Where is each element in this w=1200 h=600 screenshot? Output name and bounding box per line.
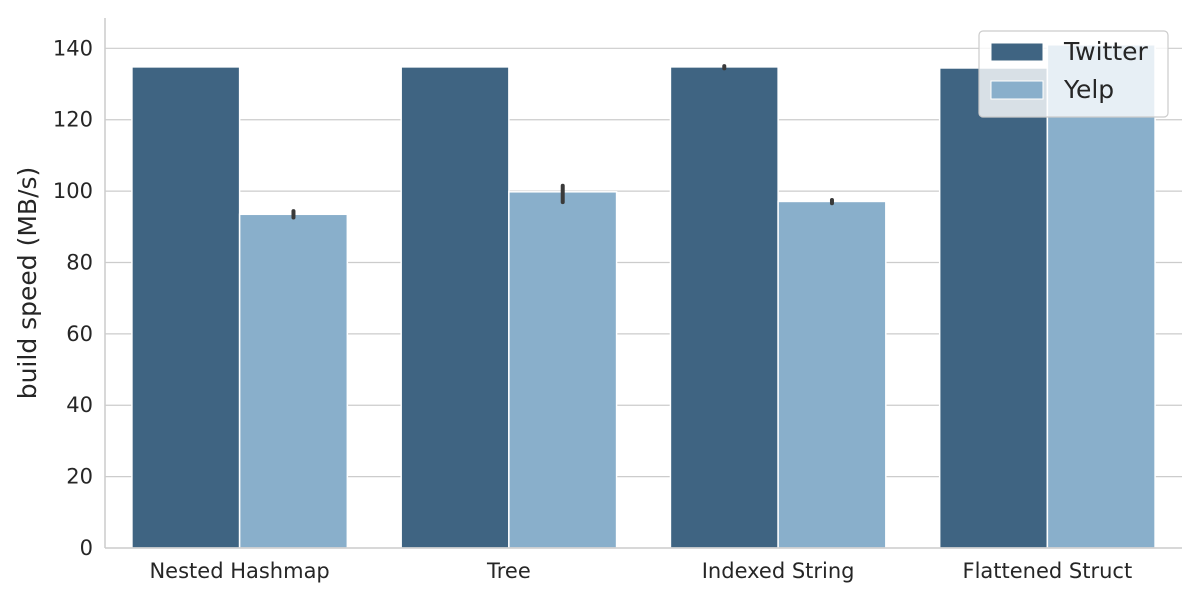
legend-swatch xyxy=(990,42,1044,62)
error-bars xyxy=(291,64,834,220)
y-axis-label: build speed (MB/s) xyxy=(13,167,42,400)
x-tick-labels: Nested Hashmap Tree Indexed String Flattene… xyxy=(149,559,1132,583)
bar xyxy=(238,213,349,549)
y-tick-label: 80 xyxy=(66,250,93,274)
bar xyxy=(669,66,779,549)
y-tick-label: 120 xyxy=(53,108,93,132)
y-tick-label: 100 xyxy=(53,179,93,203)
legend-swatch xyxy=(990,80,1044,100)
y-tick-label: 40 xyxy=(66,393,93,417)
y-tick-label: 140 xyxy=(53,36,93,60)
bar xyxy=(938,67,1049,549)
bar xyxy=(508,191,618,549)
bars xyxy=(131,44,1156,549)
x-tick-label: Flattened Struct xyxy=(963,559,1133,583)
y-tick-labels: 0 20 40 60 80 100 120 140 xyxy=(53,36,93,560)
x-tick-label: Nested Hashmap xyxy=(149,559,329,583)
bar xyxy=(400,66,510,549)
x-tick-label: Indexed String xyxy=(702,559,855,583)
legend-label: Twitter xyxy=(1063,37,1149,66)
bar xyxy=(131,66,241,549)
bar xyxy=(777,200,887,549)
x-tick-label: Tree xyxy=(486,559,531,583)
y-tick-label: 20 xyxy=(66,465,93,489)
legend-label: Yelp xyxy=(1063,75,1114,104)
legend: Twitter Yelp xyxy=(978,30,1169,118)
y-tick-label: 60 xyxy=(66,322,93,346)
bar xyxy=(1046,44,1156,549)
y-tick-label: 0 xyxy=(80,536,93,560)
